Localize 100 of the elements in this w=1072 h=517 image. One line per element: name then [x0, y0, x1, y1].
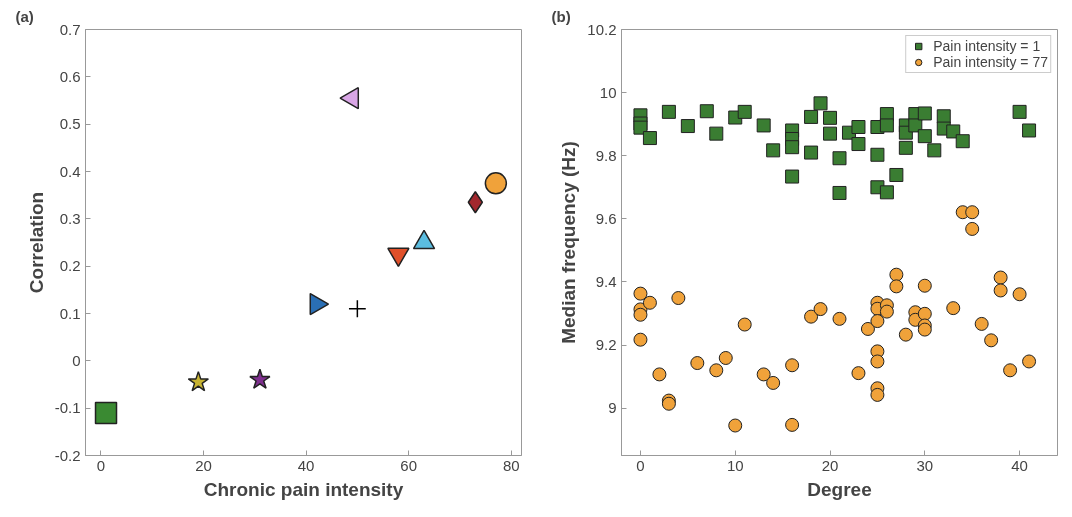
- point: [642, 131, 657, 146]
- point: [785, 169, 800, 184]
- y-axis-title: Median frequency (Hz): [558, 141, 580, 344]
- point: [756, 118, 771, 133]
- x-tick-label: 0: [96, 456, 106, 474]
- point: [804, 109, 819, 124]
- point: [879, 118, 894, 133]
- point: [889, 267, 904, 282]
- point: [917, 306, 932, 321]
- point: [633, 120, 648, 135]
- point: [832, 311, 847, 326]
- point: [1022, 123, 1037, 138]
- point: [870, 387, 885, 402]
- point: [633, 307, 648, 322]
- point: [1022, 354, 1037, 369]
- point: [642, 295, 657, 310]
- point: [766, 375, 781, 390]
- y-tick-label: 10: [599, 83, 617, 101]
- point: [94, 401, 118, 425]
- x-tick-label: 20: [195, 456, 212, 474]
- y-tick-label: 9.6: [595, 209, 617, 227]
- point: [879, 185, 894, 200]
- y-tick-label: 0.2: [59, 257, 81, 275]
- y-tick-label: 0.1: [59, 304, 81, 322]
- point: [484, 172, 508, 195]
- x-tick-label: 0: [636, 456, 645, 474]
- point: [728, 418, 743, 433]
- point: [823, 126, 838, 141]
- x-tick-label: 10: [726, 456, 744, 474]
- point: [1012, 287, 1027, 302]
- x-tick-label: 60: [400, 456, 417, 474]
- point: [633, 332, 648, 347]
- point: [870, 354, 885, 369]
- point: [785, 358, 800, 373]
- y-tick-label: 0.7: [59, 20, 81, 38]
- point: [813, 96, 828, 111]
- point: [889, 279, 904, 294]
- y-tick-label: 0.6: [59, 67, 81, 85]
- point: [917, 278, 932, 293]
- point: [709, 363, 724, 378]
- point: [680, 119, 695, 134]
- y-tick-label: -0.2: [54, 446, 81, 464]
- point: [993, 270, 1008, 285]
- y-tick-label: 9.4: [595, 272, 617, 290]
- point: [187, 370, 210, 392]
- y-tick-label: 9.2: [595, 336, 617, 354]
- point: [690, 356, 705, 371]
- point: [652, 367, 667, 382]
- y-tick-label: 0.4: [59, 162, 81, 180]
- point: [851, 120, 866, 135]
- point: [709, 126, 724, 141]
- point: [1012, 104, 1027, 119]
- point: [737, 317, 752, 332]
- point: [917, 322, 932, 337]
- point: [737, 104, 752, 119]
- point: [898, 140, 913, 155]
- point: [965, 221, 980, 236]
- y-tick-label: 9: [608, 399, 617, 417]
- point: [633, 286, 648, 301]
- point: [946, 124, 961, 139]
- chart-title: (a): [15, 7, 34, 25]
- y-tick-label: 10.2: [587, 20, 617, 38]
- point: [917, 106, 932, 121]
- point: [467, 191, 484, 214]
- point: [860, 321, 875, 336]
- chart-title: (b): [551, 7, 571, 25]
- point: [249, 368, 271, 390]
- y-tick-label: 0.3: [59, 209, 81, 227]
- point: [946, 301, 961, 316]
- x-axis-title: Degree: [807, 478, 872, 500]
- point: [1003, 363, 1018, 378]
- point: [718, 351, 733, 365]
- y-tick-label: 0.5: [59, 115, 81, 133]
- y-tick-label: -0.1: [54, 399, 81, 417]
- point: [993, 283, 1008, 298]
- point: [671, 291, 686, 306]
- point: [804, 309, 819, 324]
- point: [889, 167, 904, 182]
- point: [927, 143, 942, 158]
- x-tick-label: 80: [502, 456, 520, 474]
- point: [879, 304, 894, 319]
- y-axis-title: Correlation: [25, 191, 47, 294]
- x-tick-label: 40: [1011, 456, 1028, 474]
- point: [870, 314, 885, 329]
- y-tick-label: 9.8: [595, 146, 617, 164]
- point: [348, 299, 367, 318]
- point: [832, 151, 847, 166]
- point: [974, 316, 989, 331]
- point: [955, 134, 970, 149]
- point: [851, 366, 866, 381]
- point: [870, 147, 885, 162]
- point: [813, 302, 828, 317]
- point: [756, 367, 771, 382]
- point: [898, 327, 913, 342]
- x-tick-label: 30: [916, 456, 934, 474]
- point: [823, 110, 838, 125]
- point: [785, 417, 800, 432]
- point: [832, 185, 847, 200]
- point: [699, 104, 714, 119]
- point: [984, 333, 999, 348]
